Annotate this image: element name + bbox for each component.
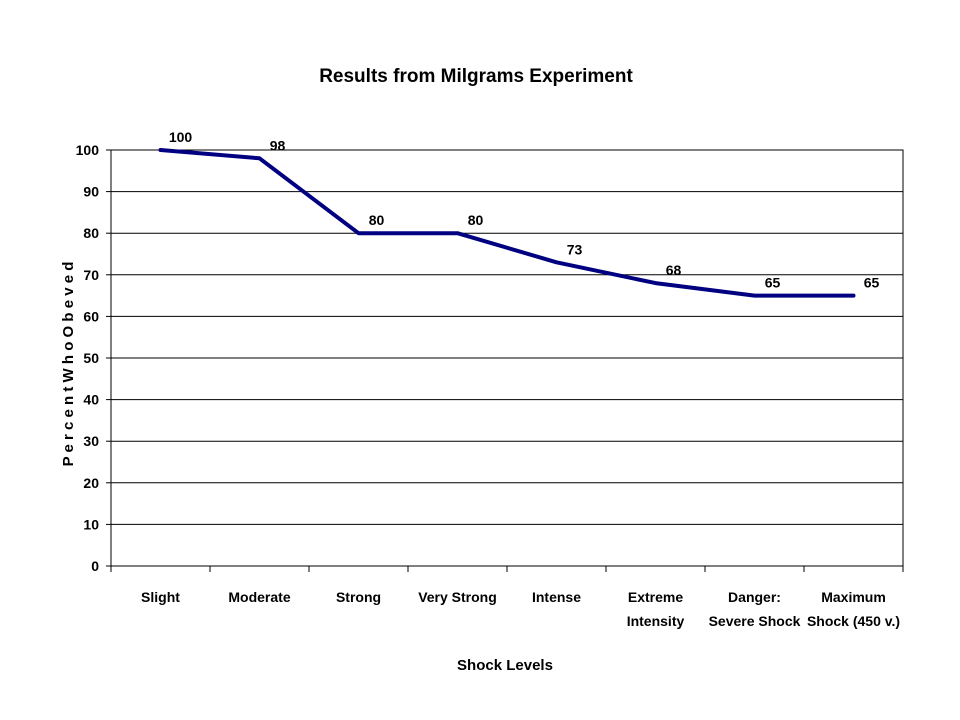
data-label: 68	[666, 262, 682, 278]
data-label: 73	[567, 241, 583, 257]
x-axis-title: Shock Levels	[457, 657, 553, 674]
series-line	[158, 148, 856, 298]
x-tick-label: Shock (450 v.)	[807, 613, 900, 629]
data-label: 80	[369, 212, 385, 228]
data-label: 65	[765, 275, 781, 291]
y-tick-label: 70	[83, 267, 99, 283]
y-tick-label: 80	[83, 225, 99, 241]
y-tick-label: 100	[76, 142, 100, 158]
y-tick-label: 20	[83, 475, 99, 491]
x-tick-label: Moderate	[228, 589, 290, 605]
data-labels: 100 98 80 80 73 68 65 65	[169, 129, 880, 291]
y-tick-label: 40	[83, 392, 99, 408]
x-tick-label: Intensity	[627, 613, 685, 629]
y-tick-label: 0	[91, 558, 99, 574]
x-tick-label: Danger:	[728, 589, 781, 605]
x-tick-label: Very Strong	[418, 589, 497, 605]
chart-title: Results from Milgrams Experiment	[319, 66, 633, 87]
gridlines	[111, 149, 903, 567]
y-tick-label: 50	[83, 350, 99, 366]
y-tick-label: 10	[83, 516, 99, 532]
x-tick-label: Strong	[336, 589, 381, 605]
x-tick-label: Extreme	[628, 589, 683, 605]
x-tick-label: Maximum	[821, 589, 886, 605]
y-tick-label: 60	[83, 308, 99, 324]
data-label: 98	[270, 137, 286, 153]
y-tick-label: 30	[83, 433, 99, 449]
x-tick-label: Intense	[532, 589, 581, 605]
x-axis-ticks: Slight Moderate Strong Very Strong Intense Ex…	[110, 566, 904, 629]
data-label: 80	[468, 212, 484, 228]
data-label: 65	[864, 275, 880, 291]
y-tick-label: 90	[83, 184, 99, 200]
y-axis-title: P e r c e n t W h o O b e v e d	[60, 262, 77, 467]
x-tick-label: Slight	[141, 589, 180, 605]
y-axis-ticks: 0 10 20 30 40 50 60 70 80 90 100	[76, 142, 111, 574]
x-tick-label: Severe Shock	[709, 613, 801, 629]
data-label: 100	[169, 129, 193, 145]
